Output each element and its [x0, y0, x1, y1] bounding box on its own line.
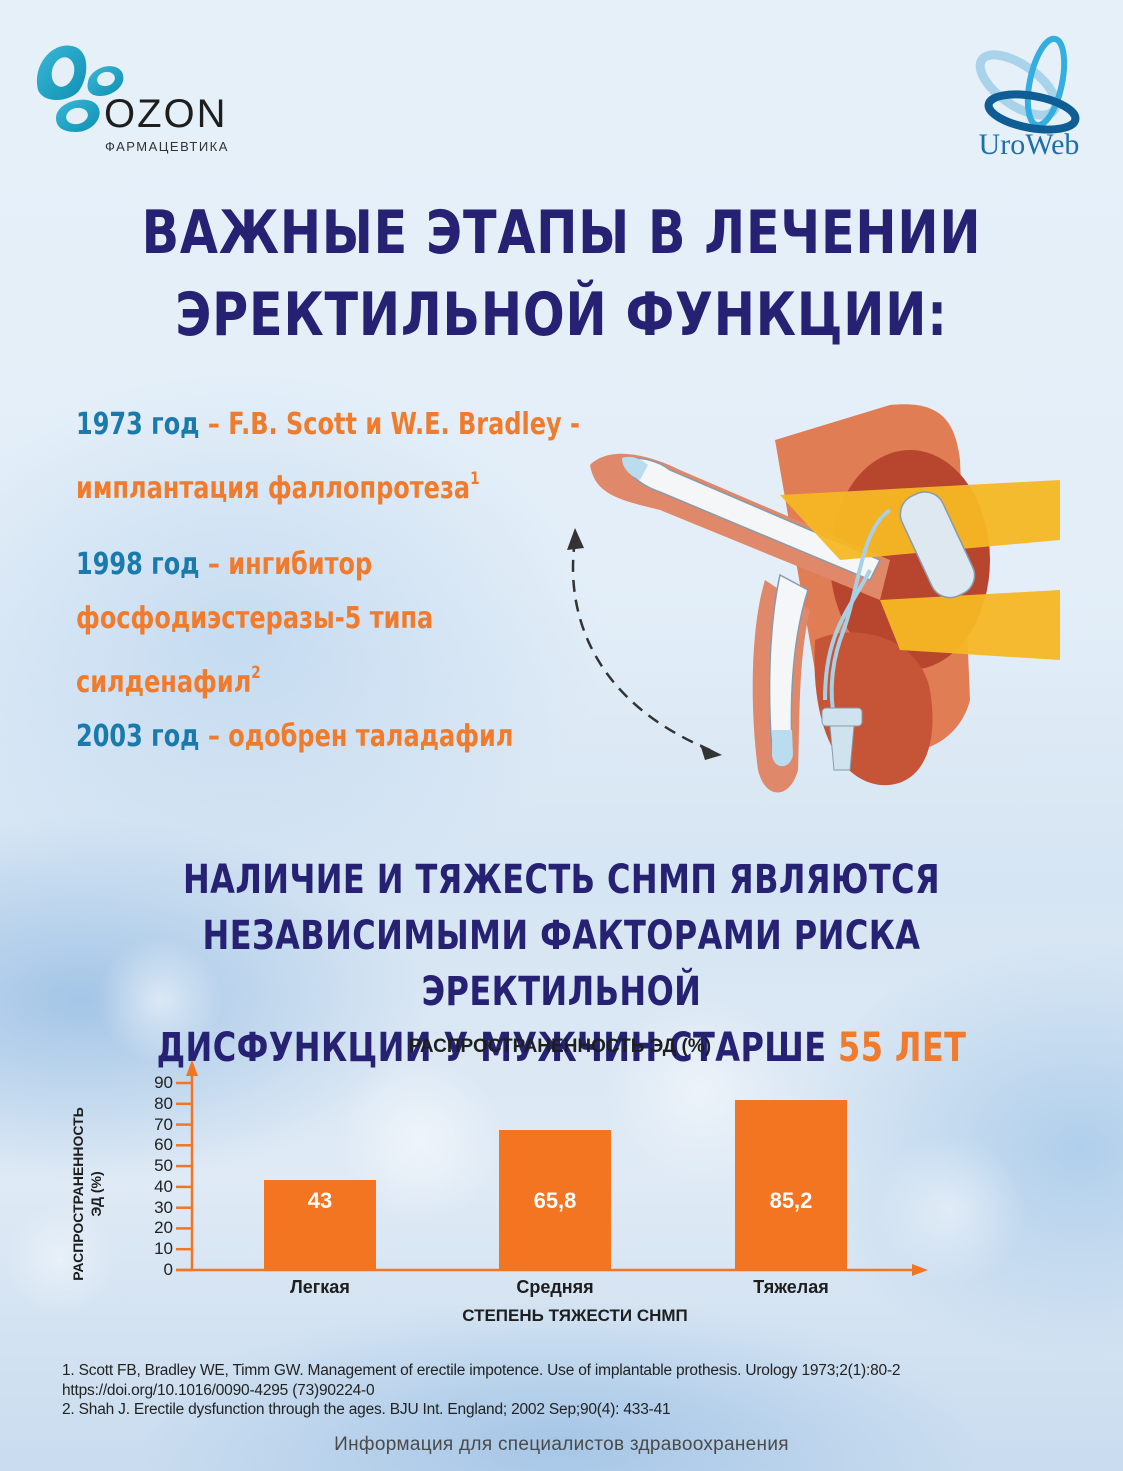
timeline-year: 1973 год: [76, 407, 200, 442]
reference-1-doi-link[interactable]: https://doi.org/10.1016/0090-4295 (73)90…: [62, 1381, 375, 1399]
y-tick-label: 30: [154, 1198, 173, 1217]
timeline-year: 2003 год: [76, 719, 200, 754]
section-heading-line-2: НЕЗАВИСИМЫМИ ФАКТОРАМИ РИСКА ЭРЕКТИЛЬНОЙ: [202, 913, 921, 1015]
x-category-label: Тяжелая: [753, 1277, 829, 1297]
reference-2: 2. Shah J. Erectile dysfunction through …: [62, 1401, 671, 1418]
timeline-dash: –: [199, 719, 229, 754]
uroweb-logo-icon: [975, 35, 1080, 134]
uroweb-brand-name: UroWeb: [978, 132, 1080, 156]
page-title-line-2: ЭРЕКТИЛЬНОЙ ФУНКЦИИ:: [175, 280, 948, 350]
bar-moderate: 65,8: [499, 1130, 611, 1270]
ozon-brand-name: OZON: [104, 92, 228, 136]
y-tick-label: 10: [154, 1239, 173, 1258]
ozon-brand-subtitle: ФАРМАЦЕВТИКА: [105, 139, 229, 154]
x-axis-label: СТЕПЕНЬ ТЯЖЕСТИ СНМП: [462, 1306, 688, 1325]
section-heading-line-1: НАЛИЧИЕ И ТЯЖЕСТЬ СНМП ЯВЛЯЮТСЯ: [182, 857, 940, 903]
timeline-item-1973: 1973 год – F.B. Scott и W.E. Bradley - и…: [76, 398, 706, 516]
section-heading-line-3: ДИСФУНКЦИИ У МУЖЧИН СТАРШЕ 55 ЛЕТ: [112, 1020, 1010, 1076]
section-heading-text: ДИСФУНКЦИИ У МУЖЧИН СТАРШЕ: [156, 1025, 839, 1071]
x-category-label: Легкая: [290, 1277, 350, 1297]
timeline-item-2003: 2003 год – одобрен таладафил: [76, 710, 623, 764]
audience-disclaimer: Информация для специалистов здравоохране…: [334, 1434, 789, 1455]
age-highlight: 55 ЛЕТ: [838, 1025, 967, 1071]
timeline-text: F.B. Scott и W.E. Bradley -: [228, 407, 580, 442]
bar-value-label: 43: [307, 1188, 333, 1213]
page-title: ВАЖНЫЕ ЭТАПЫ В ЛЕЧЕНИИ ЭРЕКТИЛЬНОЙ ФУНКЦ…: [101, 192, 1022, 356]
prosthesis-illustration: [567, 404, 1060, 793]
timeline-text: имплантация фаллопротеза: [76, 471, 471, 506]
bar-mild: 43: [264, 1180, 376, 1270]
timeline-text: ингибитор: [228, 547, 373, 582]
y-tick-label: 20: [154, 1218, 173, 1237]
y-tick-label: 90: [154, 1073, 173, 1092]
y-tick-label: 40: [154, 1177, 173, 1196]
y-tick-label: 80: [154, 1094, 173, 1113]
y-tick-label: 0: [163, 1260, 173, 1279]
timeline-text: фосфодиэстеразы-5 типа: [76, 601, 434, 636]
timeline-item-1998: 1998 год – ингибитор фосфодиэстеразы-5 т…: [76, 538, 523, 710]
references: 1. Scott FB, Bradley WE, Timm GW. Manage…: [62, 1361, 901, 1420]
reference-marker: 2: [251, 663, 261, 683]
timeline-year: 1998 год: [76, 547, 200, 582]
y-axis-label: РАСПРОСТРАНЕННОСТЬ ЭД (%): [70, 1107, 104, 1281]
section-heading: НАЛИЧИЕ И ТЯЖЕСТЬ СНМП ЯВЛЯЮТСЯ НЕЗАВИСИ…: [112, 852, 1010, 1076]
page-title-line-1: ВАЖНЫЕ ЭТАПЫ В ЛЕЧЕНИИ: [141, 198, 982, 268]
timeline-text: одобрен таладафил: [228, 719, 514, 754]
bar-severe: 85,2: [735, 1100, 847, 1270]
chart-title: РАСПРОСТРАНЕННОСТЬ ЭД (%): [408, 1036, 712, 1057]
reference-1: 1. Scott FB, Bradley WE, Timm GW. Manage…: [62, 1362, 901, 1379]
y-tick-label: 50: [154, 1156, 173, 1175]
y-tick-label: 60: [154, 1135, 173, 1154]
bar-value-label: 65,8: [533, 1188, 577, 1213]
reference-marker: 1: [470, 469, 480, 489]
bar-value-label: 85,2: [769, 1188, 813, 1213]
timeline-text: силденафил: [76, 665, 252, 700]
y-tick-label: 70: [154, 1115, 173, 1134]
timeline-dash: –: [199, 547, 229, 582]
x-category-label: Средняя: [516, 1277, 594, 1297]
ozon-logo-icon: [36, 45, 124, 132]
timeline-dash: –: [199, 407, 229, 442]
